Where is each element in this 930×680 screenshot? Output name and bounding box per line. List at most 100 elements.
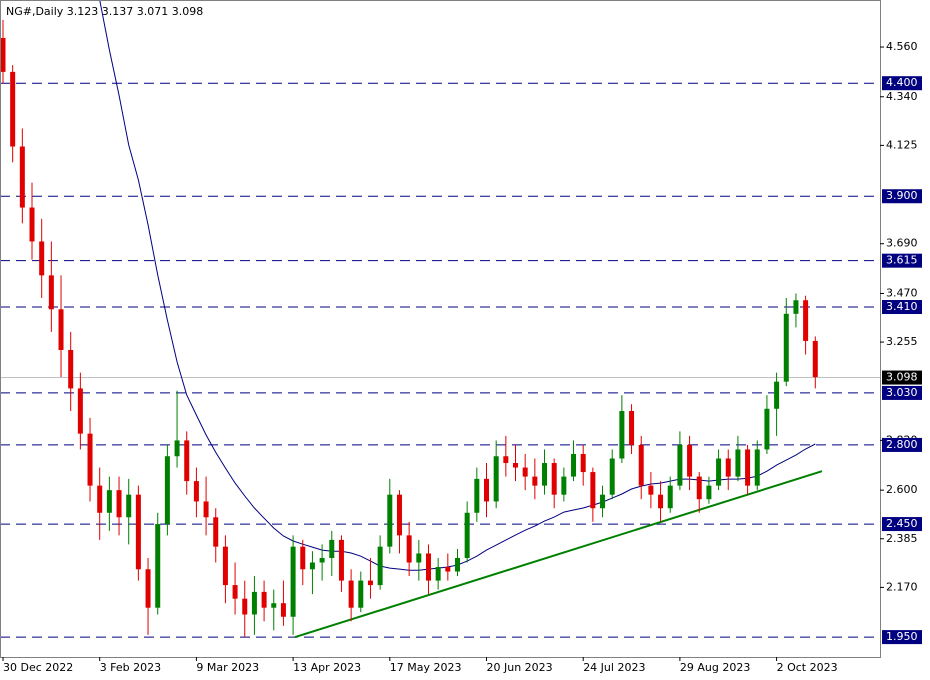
candle-body [812,340,818,378]
x-tick-label: 9 Mar 2023 [196,661,259,674]
candle-body [367,580,373,586]
candle-body [387,494,393,547]
level-label: 2.800 [886,438,918,451]
candle-body [648,485,654,495]
candle-body [29,207,35,242]
candle-body [261,591,267,608]
level-label: 3.030 [886,386,918,399]
candle-body [77,388,83,434]
candle-body [193,481,199,502]
level-label: 3.410 [886,300,918,313]
current-price-box [882,370,922,385]
candle-body [232,585,238,599]
candle-body [445,567,451,572]
x-tick-label: 24 Jul 2023 [583,661,645,674]
candle-body [251,591,257,615]
y-tick-label: 4.560 [886,40,918,53]
candle-body [609,458,615,495]
candle-body [474,478,480,513]
candle-body [145,569,151,608]
candle-body [97,485,103,513]
candle-body [687,444,693,477]
candle-body [242,598,248,615]
candle-body [116,490,122,518]
candle-body [300,546,306,570]
candle-body [68,349,74,389]
level-label: 2.450 [886,517,918,530]
y-tick-label: 4.125 [886,138,918,151]
candle-body [677,444,683,486]
candle-body [135,494,141,570]
candle-body [155,524,161,608]
candle-body [571,453,577,477]
candle-body [793,300,799,314]
candle-body [638,444,644,486]
candle-body [126,494,132,518]
level-label: 1.950 [886,630,918,643]
candle-body [774,381,780,409]
candle-body [619,411,625,459]
candle-body [590,472,596,509]
candle-body [580,453,586,473]
candle-body [522,467,528,477]
candle-body [629,411,635,445]
candle-body [725,458,731,477]
x-tick-label: 30 Dec 2022 [3,661,73,674]
candle-body [48,275,54,310]
y-tick-label: 2.385 [886,532,918,545]
candle-body [309,562,315,570]
candle-body [532,476,538,486]
chart-header: NG#,Daily 3.123 3.137 3.071 3.098 [6,5,203,18]
candle-body [754,449,760,486]
level-label-box [882,630,922,645]
candle-body [184,440,190,482]
candle-body [764,408,770,450]
candle-body [667,485,673,509]
candle-body [706,485,712,500]
level-label-box [882,385,922,400]
level-label: 4.400 [886,76,918,89]
candle-body [338,539,344,581]
x-tick-label: 3 Feb 2023 [100,661,161,674]
candle-body [396,494,402,536]
candle-body [280,603,286,617]
candle-body [425,553,431,581]
candle-body [358,580,364,608]
level-label-box [882,437,922,452]
candle-body [551,463,557,495]
candle-body [783,313,789,382]
candle-body [174,440,180,457]
level-label-box [882,253,922,268]
level-label-box [882,300,922,315]
candle-body [745,449,751,486]
y-tick-label: 3.470 [886,286,918,299]
candle-body [39,241,45,276]
candle-body [329,539,335,558]
candle-body [271,603,277,608]
candle-body [1,37,6,72]
candle-body [803,300,809,341]
candle-body [561,476,567,495]
candle-body [319,557,325,563]
x-tick-label: 20 Jun 2023 [487,661,553,674]
candle-body [600,494,606,509]
y-tick-label: 3.690 [886,237,918,250]
x-tick-label: 2 Oct 2023 [777,661,838,674]
x-tick-label: 29 Aug 2023 [680,661,750,674]
current-price-label: 3.098 [886,371,918,384]
level-label-box [882,517,922,532]
level-label: 3.900 [886,189,918,202]
x-tick-label: 13 Apr 2023 [293,661,361,674]
candle-body [513,463,519,468]
candle-body [542,463,548,486]
candle-body [503,456,509,464]
candle-body [435,567,441,581]
candle-body [377,546,383,586]
candle-body [658,494,664,509]
candle-body [222,546,228,586]
candle-body [406,535,412,563]
candle-body [58,309,64,350]
y-tick-label: 3.255 [886,335,918,348]
y-tick-label: 2.170 [886,580,918,593]
